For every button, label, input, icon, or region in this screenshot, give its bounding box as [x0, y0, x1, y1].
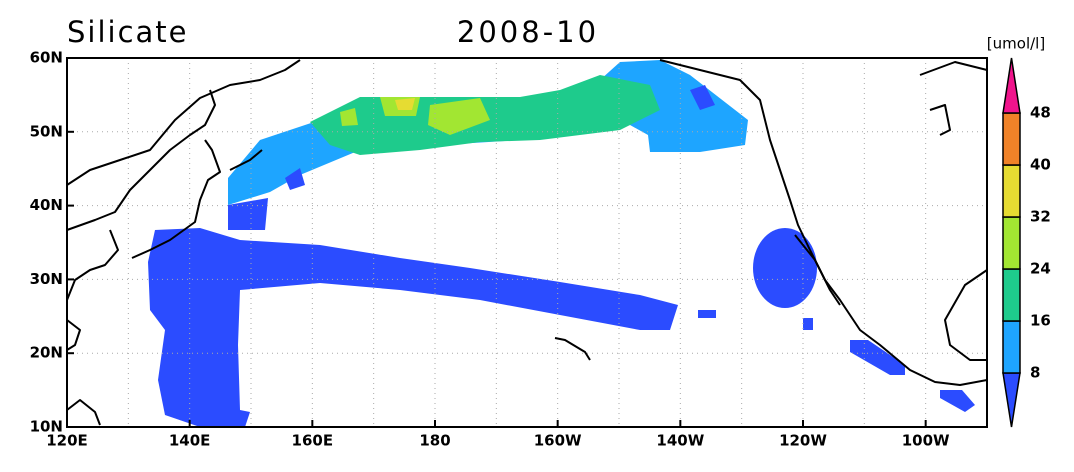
lat-label: 20N [30, 344, 63, 362]
colorbar-upper [1002, 57, 1021, 114]
lon-label: 180 [419, 432, 450, 450]
lat-label: 60N [30, 49, 63, 67]
colorbar-box [1002, 216, 1021, 270]
title: Silicate [67, 15, 189, 49]
colorbar-unit: [umol/l] [987, 35, 1045, 53]
lon-label: 140E [169, 432, 211, 450]
lon-label: 140W [656, 432, 704, 450]
lon-label: 120E [46, 432, 88, 450]
colorbar-box [1002, 268, 1021, 322]
colorbar-label: 48 [1030, 104, 1051, 122]
colorbar-label: 40 [1030, 156, 1051, 174]
colorbar-label: 8 [1030, 364, 1040, 382]
lat-label: 30N [30, 270, 63, 288]
grid [67, 58, 987, 427]
colorbar-label: 16 [1030, 312, 1051, 330]
colorbar-box [1002, 164, 1021, 218]
colorbar: 8 16 24 32 40 48 [1002, 57, 1051, 428]
lon-label: 160E [292, 432, 334, 450]
colorbar-box [1002, 320, 1021, 374]
colorbar-lower [1002, 372, 1021, 428]
lat-label: 40N [30, 196, 63, 214]
coastlines [66, 59, 988, 426]
lat-label: 50N [30, 122, 63, 140]
lon-label: 100W [902, 432, 950, 450]
lon-label: 120W [779, 432, 827, 450]
date: 2008-10 [457, 15, 599, 49]
silicate-field [148, 60, 975, 427]
colorbar-label: 32 [1030, 208, 1051, 226]
map-frame [66, 57, 988, 428]
lon-label: 160W [534, 432, 582, 450]
lat-label: 10N [30, 418, 63, 436]
colorbar-label: 24 [1030, 260, 1051, 278]
colorbar-box [1002, 112, 1021, 166]
